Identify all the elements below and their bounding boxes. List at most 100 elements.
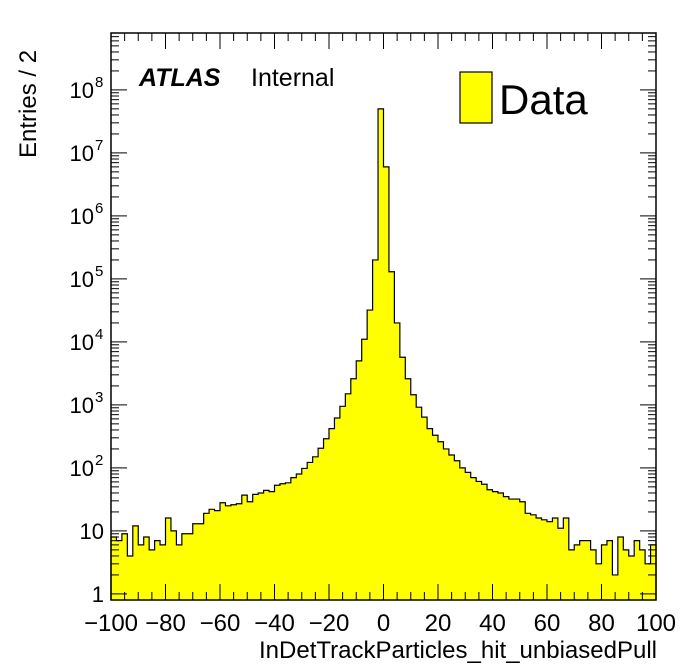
x-axis-tick-labels: −100 −80 −60 −40 −20 0 20 40 60 80 100 xyxy=(84,610,676,637)
histogram-bar xyxy=(220,502,226,600)
legend-swatch xyxy=(459,71,493,124)
histogram-bar xyxy=(541,519,548,600)
histogram-bar xyxy=(274,485,281,600)
histogram-bar xyxy=(149,549,155,600)
histogram-bar xyxy=(448,455,455,600)
histogram-bar xyxy=(421,417,428,600)
histogram-bar xyxy=(290,477,297,600)
histogram-bar xyxy=(121,533,128,600)
histogram-bar xyxy=(623,549,630,600)
histogram-bar xyxy=(606,540,613,600)
histogram-bar xyxy=(160,544,166,600)
histogram-bar xyxy=(285,482,292,600)
histogram-bar xyxy=(318,448,324,600)
histogram-bar xyxy=(503,496,510,600)
histogram-bar xyxy=(508,499,515,600)
histogram-bar xyxy=(334,417,341,600)
histogram-bar xyxy=(639,549,646,600)
histogram-bar xyxy=(628,555,635,600)
histogram-bar xyxy=(378,108,384,600)
histogram-bar xyxy=(388,271,395,600)
histogram-bar xyxy=(525,513,532,600)
histogram-bar xyxy=(236,503,243,600)
legend-label: Data xyxy=(499,76,588,123)
y-tick-label: 10 xyxy=(70,456,94,481)
histogram-bar xyxy=(127,555,134,600)
y-tick-exponent: 8 xyxy=(95,74,103,91)
histogram-bar xyxy=(536,518,542,600)
histogram-bar xyxy=(497,492,504,600)
histogram-bar xyxy=(209,509,215,600)
histogram-bar xyxy=(481,484,488,600)
histogram-bar xyxy=(601,544,608,600)
histogram-bar xyxy=(432,435,439,600)
y-tick-label: 10 xyxy=(70,204,94,229)
histogram-bar xyxy=(198,523,205,600)
y-tick-exponent: 2 xyxy=(95,452,103,469)
histogram-bar xyxy=(487,489,493,600)
histogram-bar xyxy=(143,537,150,600)
histogram-bar xyxy=(258,492,264,600)
y-tick-exponent: 4 xyxy=(95,326,103,343)
y-tick-label: 10 xyxy=(70,141,94,166)
x-tick-label: 100 xyxy=(636,610,676,637)
y-tick-exponent: 6 xyxy=(95,200,103,217)
histogram-bar xyxy=(634,540,641,600)
legend: Data xyxy=(459,71,588,124)
histogram-bar xyxy=(345,393,352,600)
histogram-bar xyxy=(307,462,314,600)
histogram-bar xyxy=(563,518,570,600)
histogram-bar xyxy=(367,310,373,600)
histogram-bar xyxy=(247,501,254,600)
histogram-bar xyxy=(350,378,357,600)
histogram-bar xyxy=(596,563,602,600)
histogram-bar xyxy=(617,537,624,600)
histogram-bar xyxy=(427,428,433,600)
histogram-bar xyxy=(165,518,172,600)
y-tick-exponent: 7 xyxy=(95,137,103,154)
x-tick-label: 40 xyxy=(479,610,506,637)
x-tick-label: 0 xyxy=(377,610,390,637)
histogram-bar xyxy=(465,472,472,600)
histogram-bar xyxy=(383,166,390,600)
x-tick-label: 20 xyxy=(425,610,452,637)
histogram-bar xyxy=(547,521,553,600)
histogram-bar xyxy=(612,574,619,600)
y-tick-label: 10 xyxy=(70,330,94,355)
histogram-outline xyxy=(110,108,657,600)
histogram-bar xyxy=(552,518,559,600)
x-tick-label: 60 xyxy=(534,610,561,637)
histogram-bar xyxy=(399,357,406,600)
histogram-bar xyxy=(203,513,210,600)
histogram-bar xyxy=(339,406,346,600)
histogram-bar xyxy=(459,467,466,600)
histogram-bar xyxy=(111,537,117,600)
histogram-bar xyxy=(492,491,499,600)
histogram-bar xyxy=(514,499,521,600)
histogram-bar xyxy=(132,525,139,600)
histogram-bar xyxy=(645,563,651,600)
histogram-bar xyxy=(454,460,461,600)
histogram-bar xyxy=(312,456,319,600)
histogram-bar xyxy=(279,483,286,600)
histogram-bar xyxy=(301,468,308,600)
histogram-bar xyxy=(470,477,477,600)
x-tick-label: −80 xyxy=(145,610,186,637)
histogram-bar xyxy=(138,544,145,600)
x-tick-label: −20 xyxy=(309,610,350,637)
histogram-bar xyxy=(225,505,232,600)
x-tick-label: −60 xyxy=(200,610,241,637)
x-tick-label: 80 xyxy=(588,610,615,637)
histogram-bar xyxy=(405,378,412,600)
x-tick-label: −40 xyxy=(254,610,295,637)
x-axis-ticks xyxy=(110,33,657,600)
histogram-bar xyxy=(263,490,270,600)
histogram-bar xyxy=(187,533,194,600)
histogram-bar xyxy=(361,339,368,600)
histogram-bar xyxy=(329,428,335,600)
y-tick-exponent: 3 xyxy=(95,389,103,406)
y-axis-label: Entries / 2 xyxy=(15,50,42,158)
histogram-bar xyxy=(574,544,581,600)
